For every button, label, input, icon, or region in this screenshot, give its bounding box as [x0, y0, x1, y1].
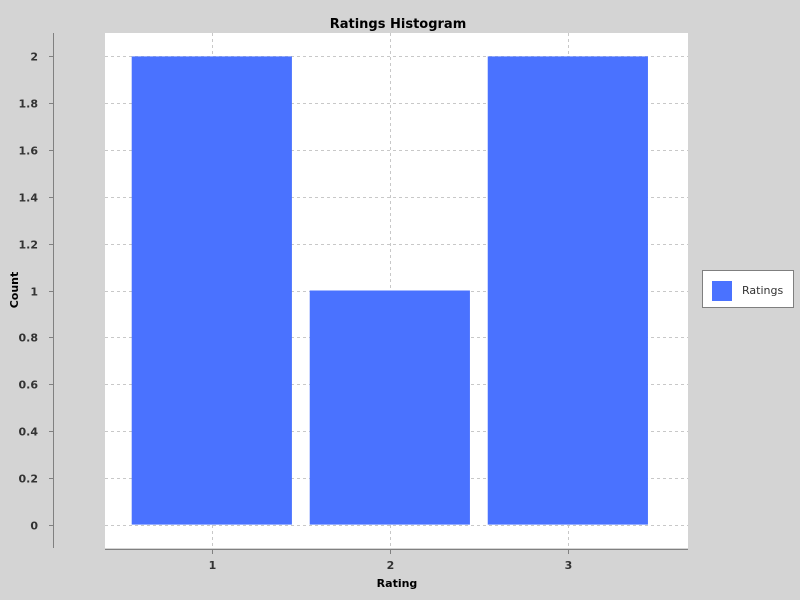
x-axis-ticks: 1 2 3 — [209, 550, 573, 572]
y-tick-label: 0.8 — [19, 332, 39, 345]
y-tick-label: 0.2 — [19, 473, 39, 486]
x-tick-label: 1 — [209, 559, 217, 572]
y-tick-label: 1.8 — [19, 98, 39, 111]
y-tick-label: 0.6 — [19, 379, 39, 392]
legend-label-ratings: Ratings — [742, 284, 784, 297]
x-tick-label: 2 — [387, 559, 395, 572]
y-tick-label: 1.2 — [19, 239, 39, 252]
legend: Ratings — [702, 270, 794, 308]
bar-rating-1 — [131, 56, 292, 525]
y-tick-label: 0 — [30, 520, 38, 533]
y-tick-label: 1.6 — [19, 145, 39, 158]
bar-rating-3 — [487, 56, 648, 525]
bars — [131, 56, 648, 525]
y-axis-label: Count — [8, 272, 21, 309]
bar-rating-2 — [309, 290, 470, 525]
x-tick-label: 3 — [565, 559, 573, 572]
y-tick-label: 0.4 — [19, 426, 39, 439]
x-axis-label: Rating — [377, 577, 418, 590]
legend-swatch-ratings — [712, 281, 732, 301]
y-tick-label: 2 — [30, 51, 38, 64]
y-tick-label: 1.4 — [19, 192, 39, 205]
chart-title: Ratings Histogram — [330, 17, 467, 32]
y-tick-label: 1 — [30, 286, 38, 299]
y-axis-ticks: 0 0.2 0.4 0.6 0.8 1 1.2 1.4 1.6 1.8 2 — [19, 51, 53, 533]
